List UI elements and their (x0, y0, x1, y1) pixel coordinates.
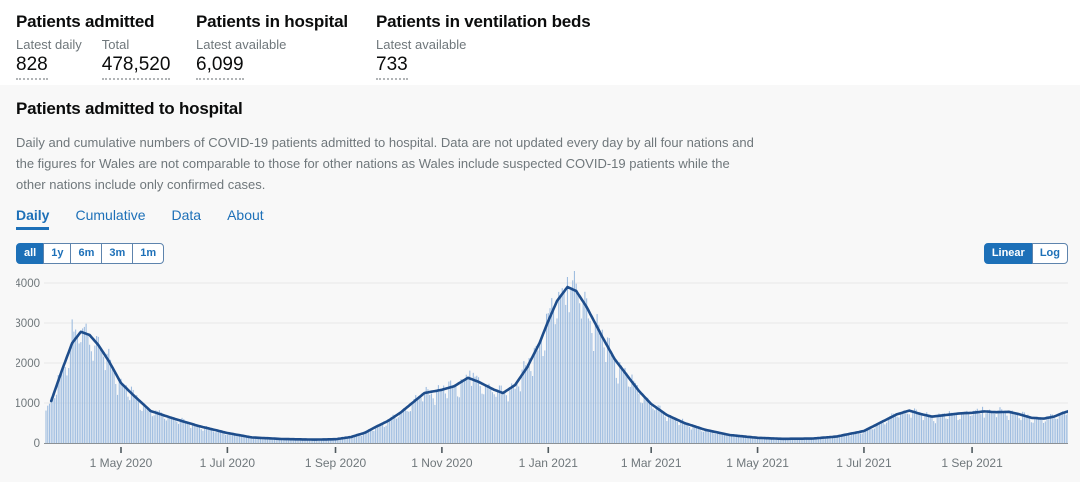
svg-text:1 May 2020: 1 May 2020 (90, 456, 153, 470)
stat-title: Patients admitted (16, 12, 155, 31)
y-gridlines (44, 282, 1068, 404)
scale-button-group: Linear Log (983, 243, 1068, 264)
metric-value[interactable]: 828 (16, 54, 48, 80)
rolling-average-line (49, 285, 1070, 441)
scale-button-log[interactable]: Log (1031, 243, 1068, 264)
tab-about[interactable]: About (227, 207, 264, 223)
svg-text:1 Mar 2021: 1 Mar 2021 (621, 456, 682, 470)
svg-text:1 Jul 2021: 1 Jul 2021 (836, 456, 892, 470)
daily-bars[interactable] (45, 270, 1069, 443)
metric-latest-daily: Latest daily 828 (16, 37, 82, 80)
range-button-3m[interactable]: 3m (101, 243, 134, 264)
svg-text:3000: 3000 (16, 318, 40, 330)
admissions-card: Patients admitted to hospital Daily and … (0, 85, 1080, 482)
y-axis-labels: 0 1000 2000 3000 4000 (14, 278, 40, 450)
card-description: Daily and cumulative numbers of COVID-19… (16, 135, 754, 192)
metric-total: Total 478,520 (101, 37, 171, 80)
chart-controls: all 1y 6m 3m 1m Linear Log (16, 243, 1068, 264)
x-axis-ticks (120, 447, 973, 453)
metric-label: Latest available (376, 37, 467, 52)
svg-text:1 Jan 2021: 1 Jan 2021 (519, 456, 579, 470)
svg-text:1 May 2021: 1 May 2021 (726, 456, 789, 470)
tab-cumulative[interactable]: Cumulative (75, 207, 146, 223)
stat-group-patients-in-hospital: Patients in hospital Latest available 6,… (196, 12, 348, 80)
stat-group-patients-admitted: Patients admitted Latest daily 828 Total… (16, 12, 171, 80)
metric-label: Total (101, 37, 130, 52)
scale-button-linear[interactable]: Linear (983, 243, 1033, 264)
range-button-group: all 1y 6m 3m 1m (16, 243, 165, 264)
range-button-all[interactable]: all (16, 243, 45, 264)
card-tabs: Daily Cumulative Data About (16, 207, 1066, 230)
tab-daily[interactable]: Daily (16, 207, 50, 230)
card-title: Patients admitted to hospital (16, 99, 243, 118)
metric-label: Latest available (196, 37, 287, 52)
svg-text:1000: 1000 (16, 398, 40, 410)
range-button-1y[interactable]: 1y (43, 243, 72, 264)
range-button-6m[interactable]: 6m (70, 243, 103, 264)
metric-latest-available: Latest available 6,099 (196, 37, 286, 80)
stat-title: Patients in hospital (196, 12, 348, 31)
svg-text:0: 0 (34, 438, 40, 450)
tab-data[interactable]: Data (171, 207, 202, 223)
svg-text:1 Sep 2021: 1 Sep 2021 (941, 456, 1003, 470)
x-axis-labels: 1 May 2020 1 Jul 2020 1 Sep 2020 1 Nov 2020… (90, 456, 1003, 470)
range-button-1m[interactable]: 1m (132, 243, 165, 264)
metric-latest-available: Latest available 733 (376, 37, 466, 80)
metric-value[interactable]: 733 (376, 54, 408, 80)
svg-text:1 Nov 2020: 1 Nov 2020 (411, 456, 473, 470)
metric-value[interactable]: 6,099 (196, 54, 244, 80)
summary-stats-bar: Patients admitted Latest daily 828 Total… (0, 0, 1080, 85)
metric-label: Latest daily (16, 37, 82, 52)
svg-text:1 Jul 2020: 1 Jul 2020 (200, 456, 256, 470)
admissions-chart[interactable]: 0 1000 2000 3000 4000 1 May 2020 1 Jul 2020 1 S… (14, 270, 1070, 482)
metric-value[interactable]: 478,520 (101, 54, 171, 80)
stat-group-ventilation-beds: Patients in ventilation beds Latest avai… (376, 12, 591, 80)
svg-text:4000: 4000 (16, 278, 40, 290)
svg-text:1 Sep 2020: 1 Sep 2020 (305, 456, 367, 470)
admissions-chart-svg[interactable]: 0 1000 2000 3000 4000 1 May 2020 1 Jul 2020 1 S… (14, 270, 1070, 477)
stat-title: Patients in ventilation beds (376, 12, 591, 31)
svg-text:2000: 2000 (16, 358, 40, 370)
